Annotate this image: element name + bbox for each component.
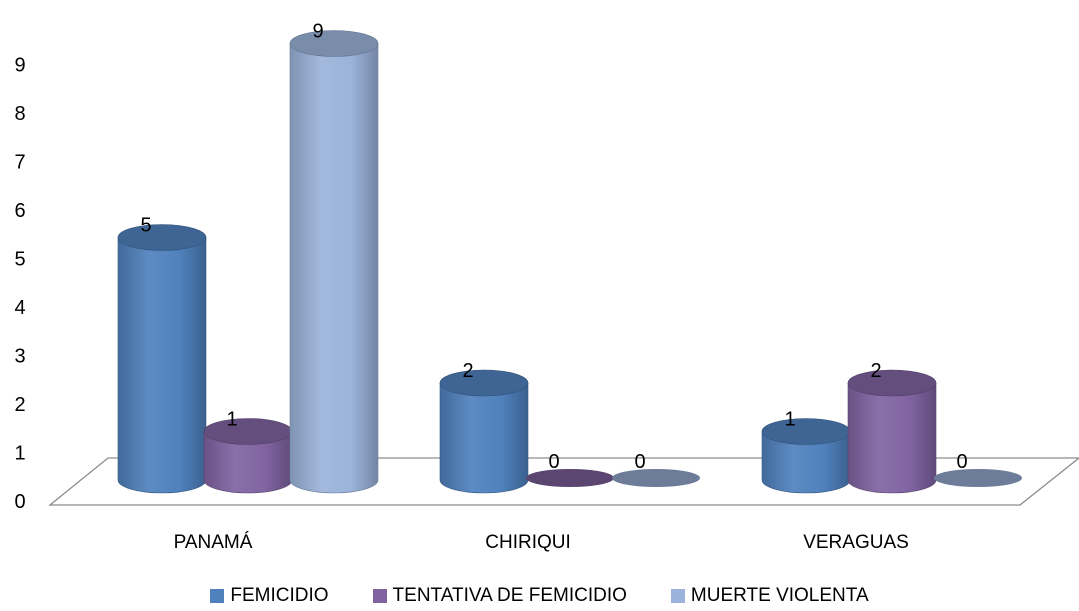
legend-label: TENTATIVA DE FEMICIDIO	[392, 585, 627, 606]
data-label: 2	[462, 360, 473, 382]
legend-item-femicidio: FEMICIDIO	[210, 585, 329, 607]
legend: FEMICIDIO TENTATIVA DE FEMICIDIO MUERTE …	[0, 583, 1079, 609]
data-label: 2	[870, 360, 881, 382]
data-label: 0	[634, 451, 645, 473]
data-label: 1	[226, 409, 237, 431]
y-axis: 0 1 2 3 4 5 6 7 8 9	[14, 55, 25, 514]
y-tick-label: 3	[14, 346, 25, 368]
legend-swatch	[670, 589, 685, 603]
x-axis: PANAMÁ CHIRIQUI VERAGUAS	[174, 532, 909, 553]
data-label: 0	[548, 451, 559, 473]
bar: 2	[439, 360, 529, 494]
data-label: 1	[784, 409, 795, 431]
bar: 1	[761, 409, 851, 494]
y-tick-label: 6	[14, 200, 25, 222]
legend-item-tentativa: TENTATIVA DE FEMICIDIO	[372, 585, 627, 607]
bar: 9	[289, 21, 379, 494]
y-tick-label: 9	[14, 55, 25, 77]
plot-area: 5 1 9 2 0 0 1 2 0	[117, 21, 1022, 494]
legend-swatch	[210, 589, 225, 603]
x-tick-label: CHIRIQUI	[485, 532, 571, 553]
y-tick-label: 7	[14, 152, 25, 174]
bar-chart: 0 1 2 3 4 5 6 7 8 9 5 1 9 2 0 0 1 2 0 PANAMÁ CHIRIQUI VERAG…	[14, 21, 1079, 553]
y-tick-label: 2	[14, 394, 25, 416]
bar: 0	[526, 451, 614, 487]
x-tick-label: VERAGUAS	[803, 532, 909, 553]
legend-item-muerte: MUERTE VIOLENTA	[670, 585, 869, 607]
legend-label: FEMICIDIO	[230, 585, 329, 606]
bar: 0	[934, 451, 1022, 487]
data-label: 0	[956, 451, 967, 473]
y-tick-label: 5	[14, 249, 25, 271]
y-tick-label: 0	[14, 491, 25, 513]
data-label: 5	[140, 215, 151, 237]
bar: 5	[117, 215, 207, 494]
y-tick-label: 8	[14, 103, 25, 125]
legend-label: MUERTE VIOLENTA	[690, 585, 869, 606]
data-label: 9	[312, 21, 323, 43]
bar: 0	[612, 451, 700, 487]
y-tick-label: 1	[14, 443, 25, 465]
x-tick-label: PANAMÁ	[174, 532, 253, 553]
bar: 1	[203, 409, 293, 494]
bar: 2	[847, 360, 937, 494]
y-tick-label: 4	[14, 297, 25, 319]
legend-swatch	[372, 589, 387, 603]
